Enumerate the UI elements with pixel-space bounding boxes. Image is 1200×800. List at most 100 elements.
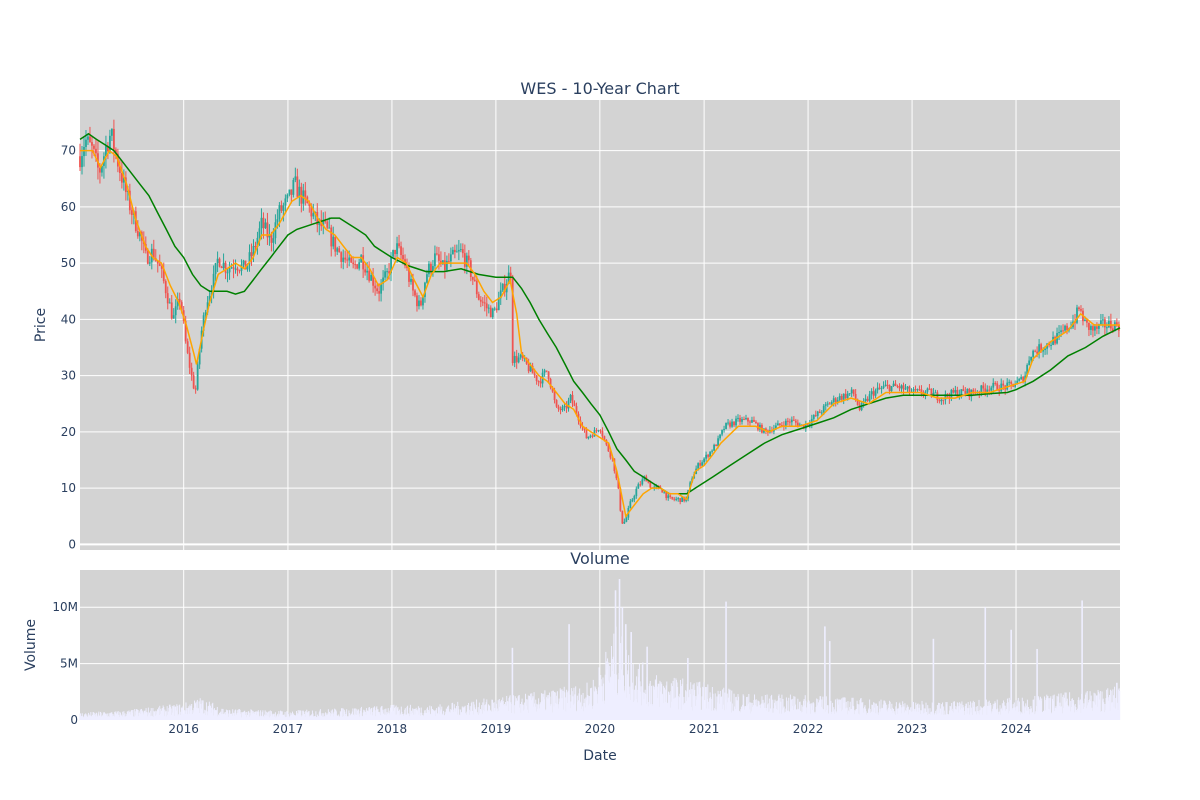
- volume-bar: [90, 712, 92, 720]
- volume-bar: [865, 708, 867, 720]
- volume-bar: [253, 713, 255, 720]
- volume-bar: [1085, 694, 1087, 720]
- volume-bar: [668, 691, 670, 720]
- volume-bar: [196, 701, 198, 720]
- volume-bar: [152, 716, 154, 720]
- volume-bar: [757, 700, 759, 720]
- volume-bar: [1113, 707, 1115, 720]
- candle-down: [551, 387, 554, 392]
- volume-bar: [858, 704, 860, 720]
- volume-bar: [872, 712, 874, 720]
- volume-bar: [334, 709, 336, 720]
- volume-bar: [986, 714, 988, 720]
- volume-bar: [495, 703, 497, 720]
- volume-bar: [292, 711, 294, 720]
- volume-bar: [883, 700, 885, 720]
- volume-bar: [101, 716, 103, 720]
- volume-bar: [567, 690, 569, 720]
- volume-bar: [847, 701, 849, 720]
- candle-up: [501, 283, 504, 291]
- volume-bar: [1033, 699, 1035, 720]
- volume-bar: [747, 703, 749, 720]
- volume-bar: [497, 700, 499, 720]
- volume-bar: [544, 710, 546, 720]
- candle-up: [870, 391, 873, 395]
- volume-bar: [488, 705, 490, 720]
- volume-bar: [434, 710, 436, 720]
- volume-bar: [166, 706, 168, 720]
- candle-up: [808, 423, 811, 425]
- volume-bar: [203, 713, 205, 720]
- volume-bar: [874, 703, 876, 720]
- volume-bar: [730, 701, 732, 720]
- volume-bar: [960, 707, 962, 720]
- volume-bar: [623, 675, 625, 720]
- candle-down: [304, 190, 307, 197]
- volume-bar: [808, 700, 810, 720]
- candle-down: [1104, 319, 1106, 328]
- volume-bar: [327, 713, 329, 720]
- volume-bar: [611, 671, 613, 720]
- volume-bar: [566, 689, 568, 720]
- volume-bar: [875, 713, 877, 720]
- volume-bar: [563, 709, 565, 720]
- volume-bar: [987, 705, 989, 720]
- date-tick-label: 2021: [689, 722, 720, 736]
- volume-bar: [381, 705, 383, 720]
- candle-down: [485, 303, 488, 309]
- volume-bar: [850, 708, 852, 720]
- volume-bar: [232, 713, 234, 720]
- volume-bar: [967, 701, 969, 720]
- volume-bar: [835, 711, 837, 720]
- volume-bar: [84, 714, 86, 720]
- volume-bar: [562, 690, 564, 720]
- volume-bar: [808, 701, 810, 720]
- volume-bar: [480, 709, 482, 720]
- volume-bar: [352, 714, 354, 720]
- volume-bar: [777, 695, 779, 720]
- volume-bar: [755, 699, 757, 720]
- volume-bar: [179, 704, 181, 720]
- volume-bar: [345, 713, 347, 720]
- volume-bar: [168, 707, 170, 720]
- volume-bar: [191, 703, 193, 720]
- candle-up: [1076, 307, 1078, 323]
- volume-bar: [409, 707, 411, 720]
- volume-bar: [996, 710, 998, 720]
- volume-bar: [346, 709, 348, 720]
- candle-up: [735, 418, 737, 426]
- volume-bar: [650, 704, 652, 720]
- volume-bar: [528, 695, 530, 720]
- candle-down: [475, 281, 478, 295]
- volume-bar: [928, 713, 930, 720]
- volume-bar: [408, 716, 410, 720]
- volume-bar: [1106, 694, 1108, 720]
- volume-bar: [993, 703, 995, 720]
- volume-bar: [884, 701, 886, 720]
- volume-bar: [505, 702, 507, 720]
- volume-bar: [273, 713, 275, 720]
- candle-down: [571, 394, 574, 404]
- volume-bar: [115, 711, 117, 720]
- volume-bar: [742, 704, 744, 720]
- candle-down: [402, 255, 404, 260]
- volume-bar: [642, 692, 644, 720]
- volume-bar: [286, 712, 288, 720]
- candle-up: [906, 386, 909, 389]
- volume-bar: [100, 712, 102, 720]
- volume-bar: [183, 710, 185, 720]
- volume-bar: [635, 699, 637, 720]
- volume-bar: [874, 707, 876, 720]
- volume-bar: [1046, 696, 1048, 720]
- candle-down: [340, 252, 343, 262]
- volume-bar: [430, 714, 432, 720]
- volume-bar: [609, 676, 611, 720]
- candle-down: [112, 128, 115, 150]
- volume-bar: [814, 711, 816, 720]
- candle-up: [111, 128, 113, 136]
- candle-up: [276, 219, 279, 223]
- volume-bar: [216, 706, 218, 720]
- candle-down: [414, 290, 416, 296]
- candle-up: [663, 492, 666, 494]
